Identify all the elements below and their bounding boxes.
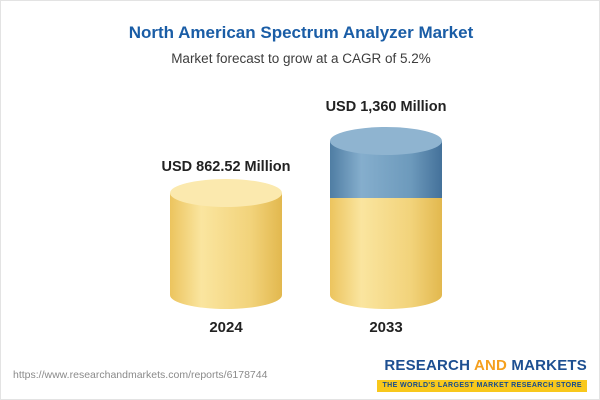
chart-subtitle: Market forecast to grow at a CAGR of 5.2… (171, 51, 431, 66)
logo-tagline-badge: THE WORLD'S LARGEST MARKET RESEARCH STOR… (377, 379, 587, 392)
logo-word-research: RESEARCH (384, 357, 471, 374)
bar-value-label-2033: USD 1,360 Million (325, 99, 447, 115)
x-axis-label-2024: 2024 (209, 319, 243, 336)
bar-2024-top-ellipse (170, 179, 282, 207)
bar-2033-cylinder (330, 127, 442, 309)
x-axis-label-2033: 2033 (369, 319, 403, 336)
logo-wordmark: RESEARCH AND MARKETS (377, 357, 587, 374)
logo-word-markets: MARKETS (511, 357, 587, 374)
report-url: https://www.researchandmarkets.com/repor… (13, 369, 268, 381)
chart-title: North American Spectrum Analyzer Market (128, 23, 474, 42)
bar-2024-cylinder (170, 179, 282, 309)
bar-2033-top-ellipse (330, 127, 442, 155)
bar-2033-base-segment (330, 198, 442, 309)
logo-word-and: AND (473, 357, 508, 374)
research-and-markets-logo: RESEARCH AND MARKETS THE WORLD'S LARGEST… (377, 357, 587, 392)
bar-2024-body (170, 193, 282, 309)
bar-value-label-2024: USD 862.52 Million (161, 159, 291, 175)
